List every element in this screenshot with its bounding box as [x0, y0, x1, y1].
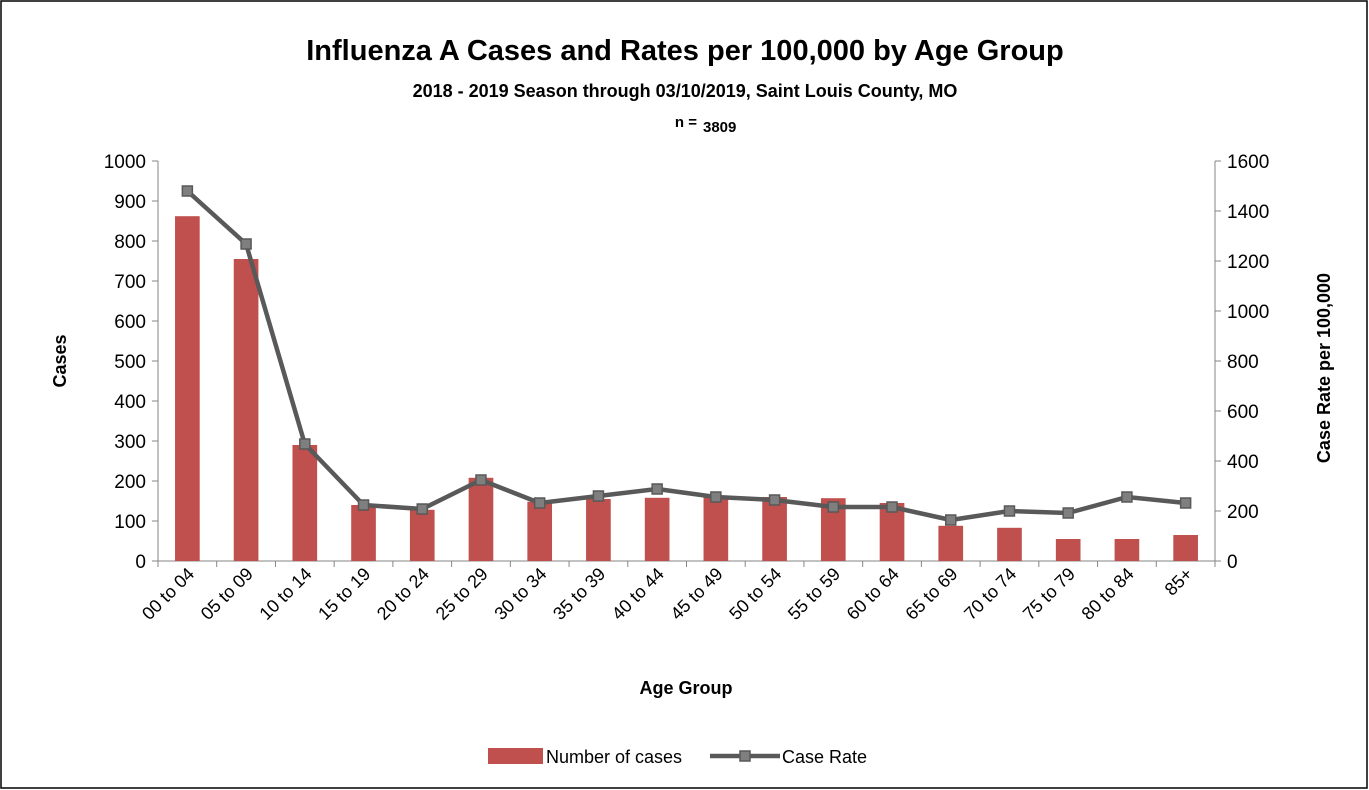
- bar: [409, 509, 435, 561]
- y2-tick-label: 400: [1227, 452, 1259, 473]
- bar: [351, 505, 376, 561]
- line-marker: [475, 474, 487, 486]
- y2-tick-label: 1600: [1227, 152, 1269, 173]
- bar: [468, 477, 494, 561]
- y2-tick-label: 200: [1227, 502, 1259, 523]
- bar: [527, 501, 553, 561]
- line-marker: [533, 497, 546, 509]
- bar: [762, 497, 787, 561]
- line-marker: [768, 494, 781, 506]
- bar: [1173, 535, 1198, 561]
- y-tick-label: 600: [114, 312, 146, 333]
- line-marker: [357, 499, 370, 511]
- y2-tick-label: 600: [1227, 402, 1259, 423]
- bar: [1055, 539, 1081, 561]
- y-tick-label: 1000: [104, 152, 146, 173]
- y-axis-label: Cases: [50, 334, 70, 387]
- y-tick-label: 300: [114, 432, 146, 453]
- bar: [644, 497, 670, 561]
- y-tick-label: 500: [114, 352, 146, 373]
- chart-subtitle: 2018 - 2019 Season through 03/10/2019, S…: [413, 81, 958, 101]
- bar: [586, 499, 611, 561]
- y-tick-label: 400: [114, 392, 146, 413]
- y2-tick-label: 1200: [1227, 252, 1269, 273]
- line-marker: [240, 238, 252, 250]
- y-tick-label: 100: [114, 512, 146, 533]
- y-tick-label: 900: [114, 192, 146, 213]
- bar: [938, 525, 964, 561]
- legend-label: Number of cases: [546, 747, 682, 767]
- y-tick-label: 800: [114, 232, 146, 253]
- chart-title: Influenza A Cases and Rates per 100,000 …: [306, 35, 1063, 67]
- bar: [233, 259, 259, 561]
- y2-tick-label: 800: [1227, 352, 1259, 373]
- y-tick-label: 700: [114, 272, 146, 293]
- legend-swatch-marker: [739, 750, 751, 762]
- y-tick-label: 200: [114, 472, 146, 493]
- legend-swatch: [488, 748, 543, 764]
- y2-tick-label: 0: [1227, 552, 1238, 573]
- bar: [997, 527, 1022, 561]
- line-marker: [1062, 507, 1074, 519]
- bar: [1114, 539, 1140, 561]
- line-marker: [710, 491, 722, 503]
- line-marker: [945, 514, 957, 526]
- annotation-n: 3809: [703, 119, 736, 136]
- line-marker: [886, 501, 898, 513]
- bar: [292, 445, 318, 561]
- line: [185, 189, 1186, 523]
- y2-axis-label: Case Rate per 100,000: [1314, 273, 1334, 463]
- line-marker: [181, 185, 194, 197]
- line-marker: [651, 483, 663, 495]
- y2-tick-label: 1400: [1227, 202, 1269, 223]
- bar: [175, 216, 200, 561]
- line-marker: [1121, 491, 1133, 503]
- y2-tick-label: 1000: [1227, 302, 1269, 323]
- x-axis-label: Age Group: [640, 678, 733, 698]
- annotation: n =: [675, 114, 697, 131]
- line-marker: [416, 503, 428, 515]
- line-marker: [592, 490, 605, 502]
- line-marker: [827, 501, 840, 513]
- legend-label: Case Rate: [782, 747, 867, 767]
- line-marker: [1003, 505, 1016, 517]
- bar: [703, 497, 729, 561]
- y-tick-label: 0: [135, 552, 146, 573]
- line-marker: [1179, 497, 1192, 509]
- line-marker: [299, 438, 311, 450]
